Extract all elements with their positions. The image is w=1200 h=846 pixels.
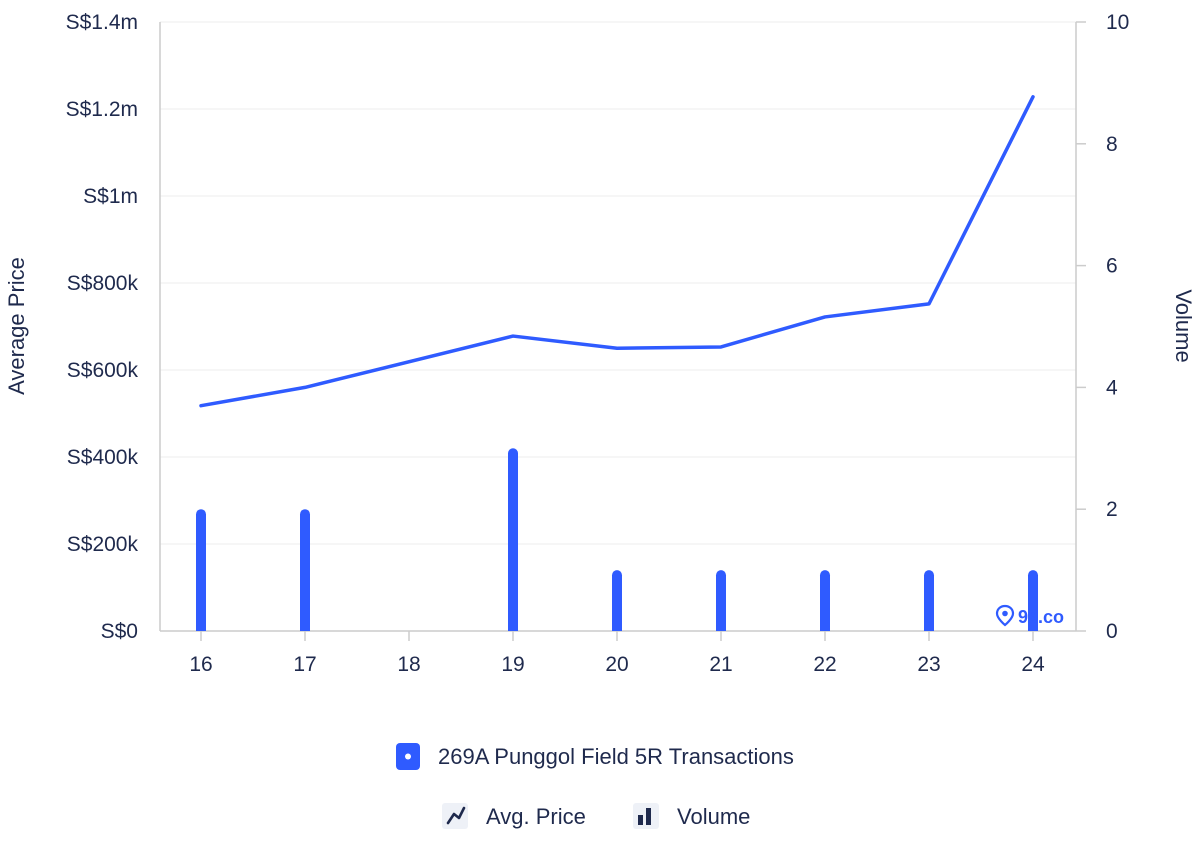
- y-right-axis-title: Volume: [1171, 289, 1196, 362]
- y-left-tick-label: S$800k: [67, 272, 139, 295]
- volume-bar-base: [820, 625, 830, 631]
- volume-bar[interactable]: [1028, 570, 1038, 631]
- volume-bar[interactable]: [612, 570, 622, 631]
- y-right-tick-label: 0: [1106, 620, 1118, 643]
- tick-labels: S$0 S$200k S$400k S$600k S$800k S$1m S$1.2m S$1…: [66, 11, 1130, 676]
- avg-price-line[interactable]: [199, 95, 1035, 408]
- legend-group-label: 269A Punggol Field 5R Transactions: [438, 744, 794, 769]
- volume-bar-base: [1028, 625, 1038, 631]
- volume-bar[interactable]: [196, 509, 206, 631]
- y-right-tick-label: 10: [1106, 11, 1129, 34]
- legend-item-avg-price[interactable]: Avg. Price: [442, 803, 586, 829]
- axis-layer: [159, 21, 1086, 641]
- y-left-axis-title: Average Price: [4, 257, 29, 395]
- series-swatch-dot: [405, 753, 411, 760]
- y-left-tick-label: S$400k: [67, 446, 139, 469]
- x-tick-label: 23: [917, 653, 940, 676]
- line-chart-icon-glyph: [446, 806, 466, 825]
- volume-bar[interactable]: [508, 448, 518, 631]
- volume-bar[interactable]: [716, 570, 726, 631]
- x-tick-label: 20: [605, 653, 628, 676]
- y-right-tick-label: 8: [1106, 133, 1118, 156]
- volume-bar-base: [300, 625, 310, 631]
- price-line-layer: [199, 95, 1035, 408]
- y-right-tick-label: 4: [1106, 376, 1118, 399]
- volume-bar-base: [508, 625, 518, 631]
- y-left-tick-label: S$0: [101, 620, 138, 643]
- bar-chart-icon-bar-1: [638, 815, 643, 825]
- location-pin-icon: [995, 604, 1015, 627]
- volume-bar-base: [196, 625, 206, 631]
- volume-bar-base: [716, 625, 726, 631]
- y-right-tick-label: 6: [1106, 255, 1118, 278]
- x-tick-label: 21: [709, 653, 732, 676]
- y-left-tick-label: S$200k: [67, 533, 139, 556]
- y-right-tick-label: 2: [1106, 498, 1118, 521]
- legend-series-toggle[interactable]: 269A Punggol Field 5R Transactions: [396, 743, 794, 770]
- volume-bar[interactable]: [924, 570, 934, 631]
- y-left-tick-label: S$1m: [83, 185, 138, 208]
- volume-bars: [196, 448, 1038, 631]
- legend-item-volume[interactable]: Volume: [633, 803, 750, 829]
- x-tick-label: 16: [189, 653, 212, 676]
- watermark: 99.co: [995, 604, 1064, 627]
- y-left-tick-label: S$1.2m: [66, 98, 138, 121]
- volume-bar-base: [612, 625, 622, 631]
- y-left-tick-label: S$1.4m: [66, 11, 138, 34]
- watermark-text: 99.co: [1018, 607, 1064, 627]
- grid-layer: [160, 21, 1076, 545]
- x-tick-label: 17: [293, 653, 316, 676]
- x-tick-label: 24: [1021, 653, 1045, 676]
- x-tick-label: 18: [397, 653, 420, 676]
- volume-bar[interactable]: [300, 509, 310, 631]
- y-left-tick-label: S$600k: [67, 359, 139, 382]
- bar-chart-icon-bar-2: [646, 808, 651, 825]
- legend-item-label: Volume: [677, 804, 750, 829]
- x-tick-label: 22: [813, 653, 836, 676]
- volume-bar-base: [924, 625, 934, 631]
- legend-item-label: Avg. Price: [486, 804, 586, 829]
- x-tick-label: 19: [501, 653, 524, 676]
- volume-bar[interactable]: [820, 570, 830, 631]
